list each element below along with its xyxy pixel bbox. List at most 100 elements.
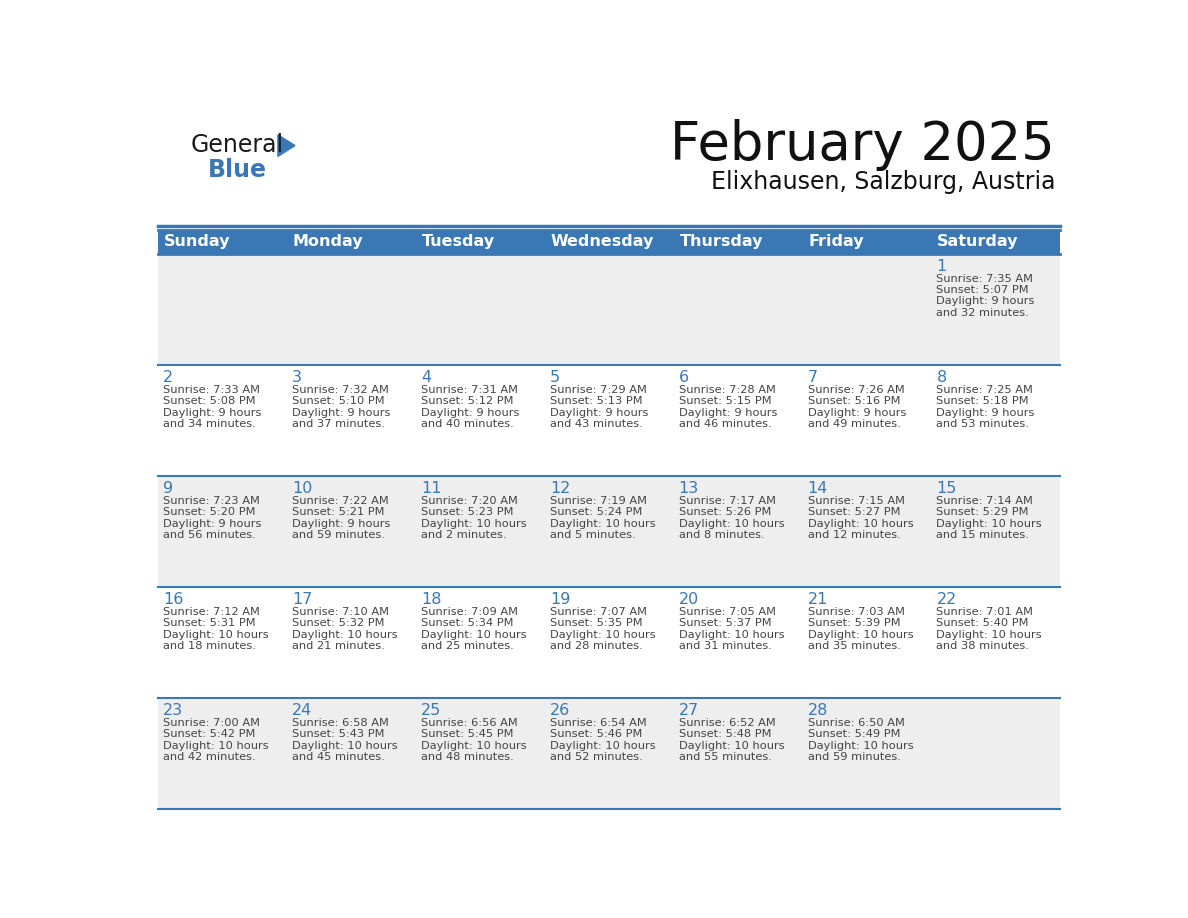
Text: Sunrise: 7:09 AM: Sunrise: 7:09 AM [421, 608, 518, 617]
Bar [931, 254, 1060, 365]
Text: Sunset: 5:32 PM: Sunset: 5:32 PM [292, 619, 385, 629]
Text: 6: 6 [678, 370, 689, 385]
Text: Daylight: 10 hours: Daylight: 10 hours [936, 630, 1042, 640]
Text: Daylight: 10 hours: Daylight: 10 hours [808, 741, 914, 751]
Text: Sunrise: 7:28 AM: Sunrise: 7:28 AM [678, 386, 776, 396]
Text: Daylight: 10 hours: Daylight: 10 hours [550, 741, 656, 751]
Bar [158, 254, 286, 365]
Text: Sunset: 5:10 PM: Sunset: 5:10 PM [292, 397, 385, 407]
Text: 1: 1 [936, 259, 947, 274]
Text: Daylight: 9 hours: Daylight: 9 hours [292, 519, 391, 529]
Text: Sunset: 5:23 PM: Sunset: 5:23 PM [421, 508, 513, 518]
Bar [286, 230, 416, 254]
Text: and 55 minutes.: and 55 minutes. [678, 752, 771, 762]
Bar [158, 365, 286, 476]
Bar [416, 230, 544, 254]
Bar [674, 365, 802, 476]
Text: Daylight: 10 hours: Daylight: 10 hours [163, 741, 268, 751]
Text: Sunset: 5:48 PM: Sunset: 5:48 PM [678, 730, 771, 740]
Text: 24: 24 [292, 703, 312, 718]
Text: Sunset: 5:12 PM: Sunset: 5:12 PM [421, 397, 513, 407]
Text: Daylight: 10 hours: Daylight: 10 hours [421, 630, 526, 640]
Text: 4: 4 [421, 370, 431, 385]
Text: and 46 minutes.: and 46 minutes. [678, 419, 771, 429]
Text: Saturday: Saturday [937, 234, 1019, 250]
Text: and 2 minutes.: and 2 minutes. [421, 530, 506, 540]
Text: February 2025: February 2025 [670, 119, 1055, 172]
Text: Sunset: 5:24 PM: Sunset: 5:24 PM [550, 508, 643, 518]
Text: Sunset: 5:08 PM: Sunset: 5:08 PM [163, 397, 255, 407]
Text: Sunset: 5:42 PM: Sunset: 5:42 PM [163, 730, 255, 740]
Text: Sunrise: 7:10 AM: Sunrise: 7:10 AM [292, 608, 390, 617]
Text: Daylight: 10 hours: Daylight: 10 hours [936, 519, 1042, 529]
Text: and 5 minutes.: and 5 minutes. [550, 530, 636, 540]
Bar [674, 254, 802, 365]
Bar [931, 588, 1060, 699]
Text: and 59 minutes.: and 59 minutes. [292, 530, 385, 540]
Text: Sunrise: 6:50 AM: Sunrise: 6:50 AM [808, 718, 904, 728]
Text: Sunrise: 7:01 AM: Sunrise: 7:01 AM [936, 608, 1034, 617]
Text: Daylight: 9 hours: Daylight: 9 hours [936, 408, 1035, 418]
Text: 20: 20 [678, 592, 699, 607]
Text: Sunrise: 7:23 AM: Sunrise: 7:23 AM [163, 497, 260, 506]
Text: Sunrise: 6:54 AM: Sunrise: 6:54 AM [550, 718, 646, 728]
Text: and 42 minutes.: and 42 minutes. [163, 752, 255, 762]
Text: Daylight: 9 hours: Daylight: 9 hours [678, 408, 777, 418]
Text: Blue: Blue [208, 158, 267, 182]
Bar [931, 365, 1060, 476]
Text: and 59 minutes.: and 59 minutes. [808, 752, 901, 762]
Text: Sunset: 5:16 PM: Sunset: 5:16 PM [808, 397, 901, 407]
Text: 17: 17 [292, 592, 312, 607]
Text: Daylight: 10 hours: Daylight: 10 hours [292, 741, 398, 751]
Text: 10: 10 [292, 481, 312, 496]
Text: and 15 minutes.: and 15 minutes. [936, 530, 1029, 540]
Text: Wednesday: Wednesday [550, 234, 653, 250]
Text: Sunset: 5:21 PM: Sunset: 5:21 PM [292, 508, 385, 518]
Text: and 35 minutes.: and 35 minutes. [808, 641, 901, 651]
Text: Sunset: 5:13 PM: Sunset: 5:13 PM [550, 397, 643, 407]
Bar [802, 588, 931, 699]
Text: and 52 minutes.: and 52 minutes. [550, 752, 643, 762]
Text: Sunrise: 7:07 AM: Sunrise: 7:07 AM [550, 608, 646, 617]
Text: Sunset: 5:29 PM: Sunset: 5:29 PM [936, 508, 1029, 518]
Text: 11: 11 [421, 481, 442, 496]
Text: and 40 minutes.: and 40 minutes. [421, 419, 513, 429]
Text: 8: 8 [936, 370, 947, 385]
Text: Sunset: 5:34 PM: Sunset: 5:34 PM [421, 619, 513, 629]
Bar [416, 476, 544, 588]
Text: 28: 28 [808, 703, 828, 718]
Text: 13: 13 [678, 481, 699, 496]
Text: Sunrise: 7:29 AM: Sunrise: 7:29 AM [550, 386, 646, 396]
Text: Sunset: 5:49 PM: Sunset: 5:49 PM [808, 730, 901, 740]
Bar [416, 254, 544, 365]
Text: 18: 18 [421, 592, 442, 607]
Text: and 56 minutes.: and 56 minutes. [163, 530, 255, 540]
Text: Sunrise: 7:20 AM: Sunrise: 7:20 AM [421, 497, 518, 506]
Text: Sunset: 5:31 PM: Sunset: 5:31 PM [163, 619, 255, 629]
Text: Sunrise: 7:22 AM: Sunrise: 7:22 AM [292, 497, 388, 506]
Bar [674, 476, 802, 588]
Text: Sunset: 5:15 PM: Sunset: 5:15 PM [678, 397, 771, 407]
Polygon shape [278, 135, 295, 156]
Text: 26: 26 [550, 703, 570, 718]
Bar [674, 699, 802, 810]
Bar [544, 254, 674, 365]
Text: Sunrise: 7:03 AM: Sunrise: 7:03 AM [808, 608, 904, 617]
Text: Daylight: 10 hours: Daylight: 10 hours [163, 630, 268, 640]
Bar [544, 230, 674, 254]
Text: Sunrise: 7:19 AM: Sunrise: 7:19 AM [550, 497, 646, 506]
Text: Friday: Friday [808, 234, 864, 250]
Bar [158, 476, 286, 588]
Text: Daylight: 10 hours: Daylight: 10 hours [678, 741, 784, 751]
Text: Daylight: 9 hours: Daylight: 9 hours [936, 297, 1035, 307]
Text: Sunrise: 7:35 AM: Sunrise: 7:35 AM [936, 274, 1034, 285]
Text: 3: 3 [292, 370, 302, 385]
Text: 14: 14 [808, 481, 828, 496]
Text: and 8 minutes.: and 8 minutes. [678, 530, 764, 540]
Bar [931, 230, 1060, 254]
Text: Sunset: 5:18 PM: Sunset: 5:18 PM [936, 397, 1029, 407]
Text: 23: 23 [163, 703, 183, 718]
Text: Sunset: 5:07 PM: Sunset: 5:07 PM [936, 285, 1029, 296]
Bar [674, 230, 802, 254]
Text: Sunday: Sunday [164, 234, 230, 250]
